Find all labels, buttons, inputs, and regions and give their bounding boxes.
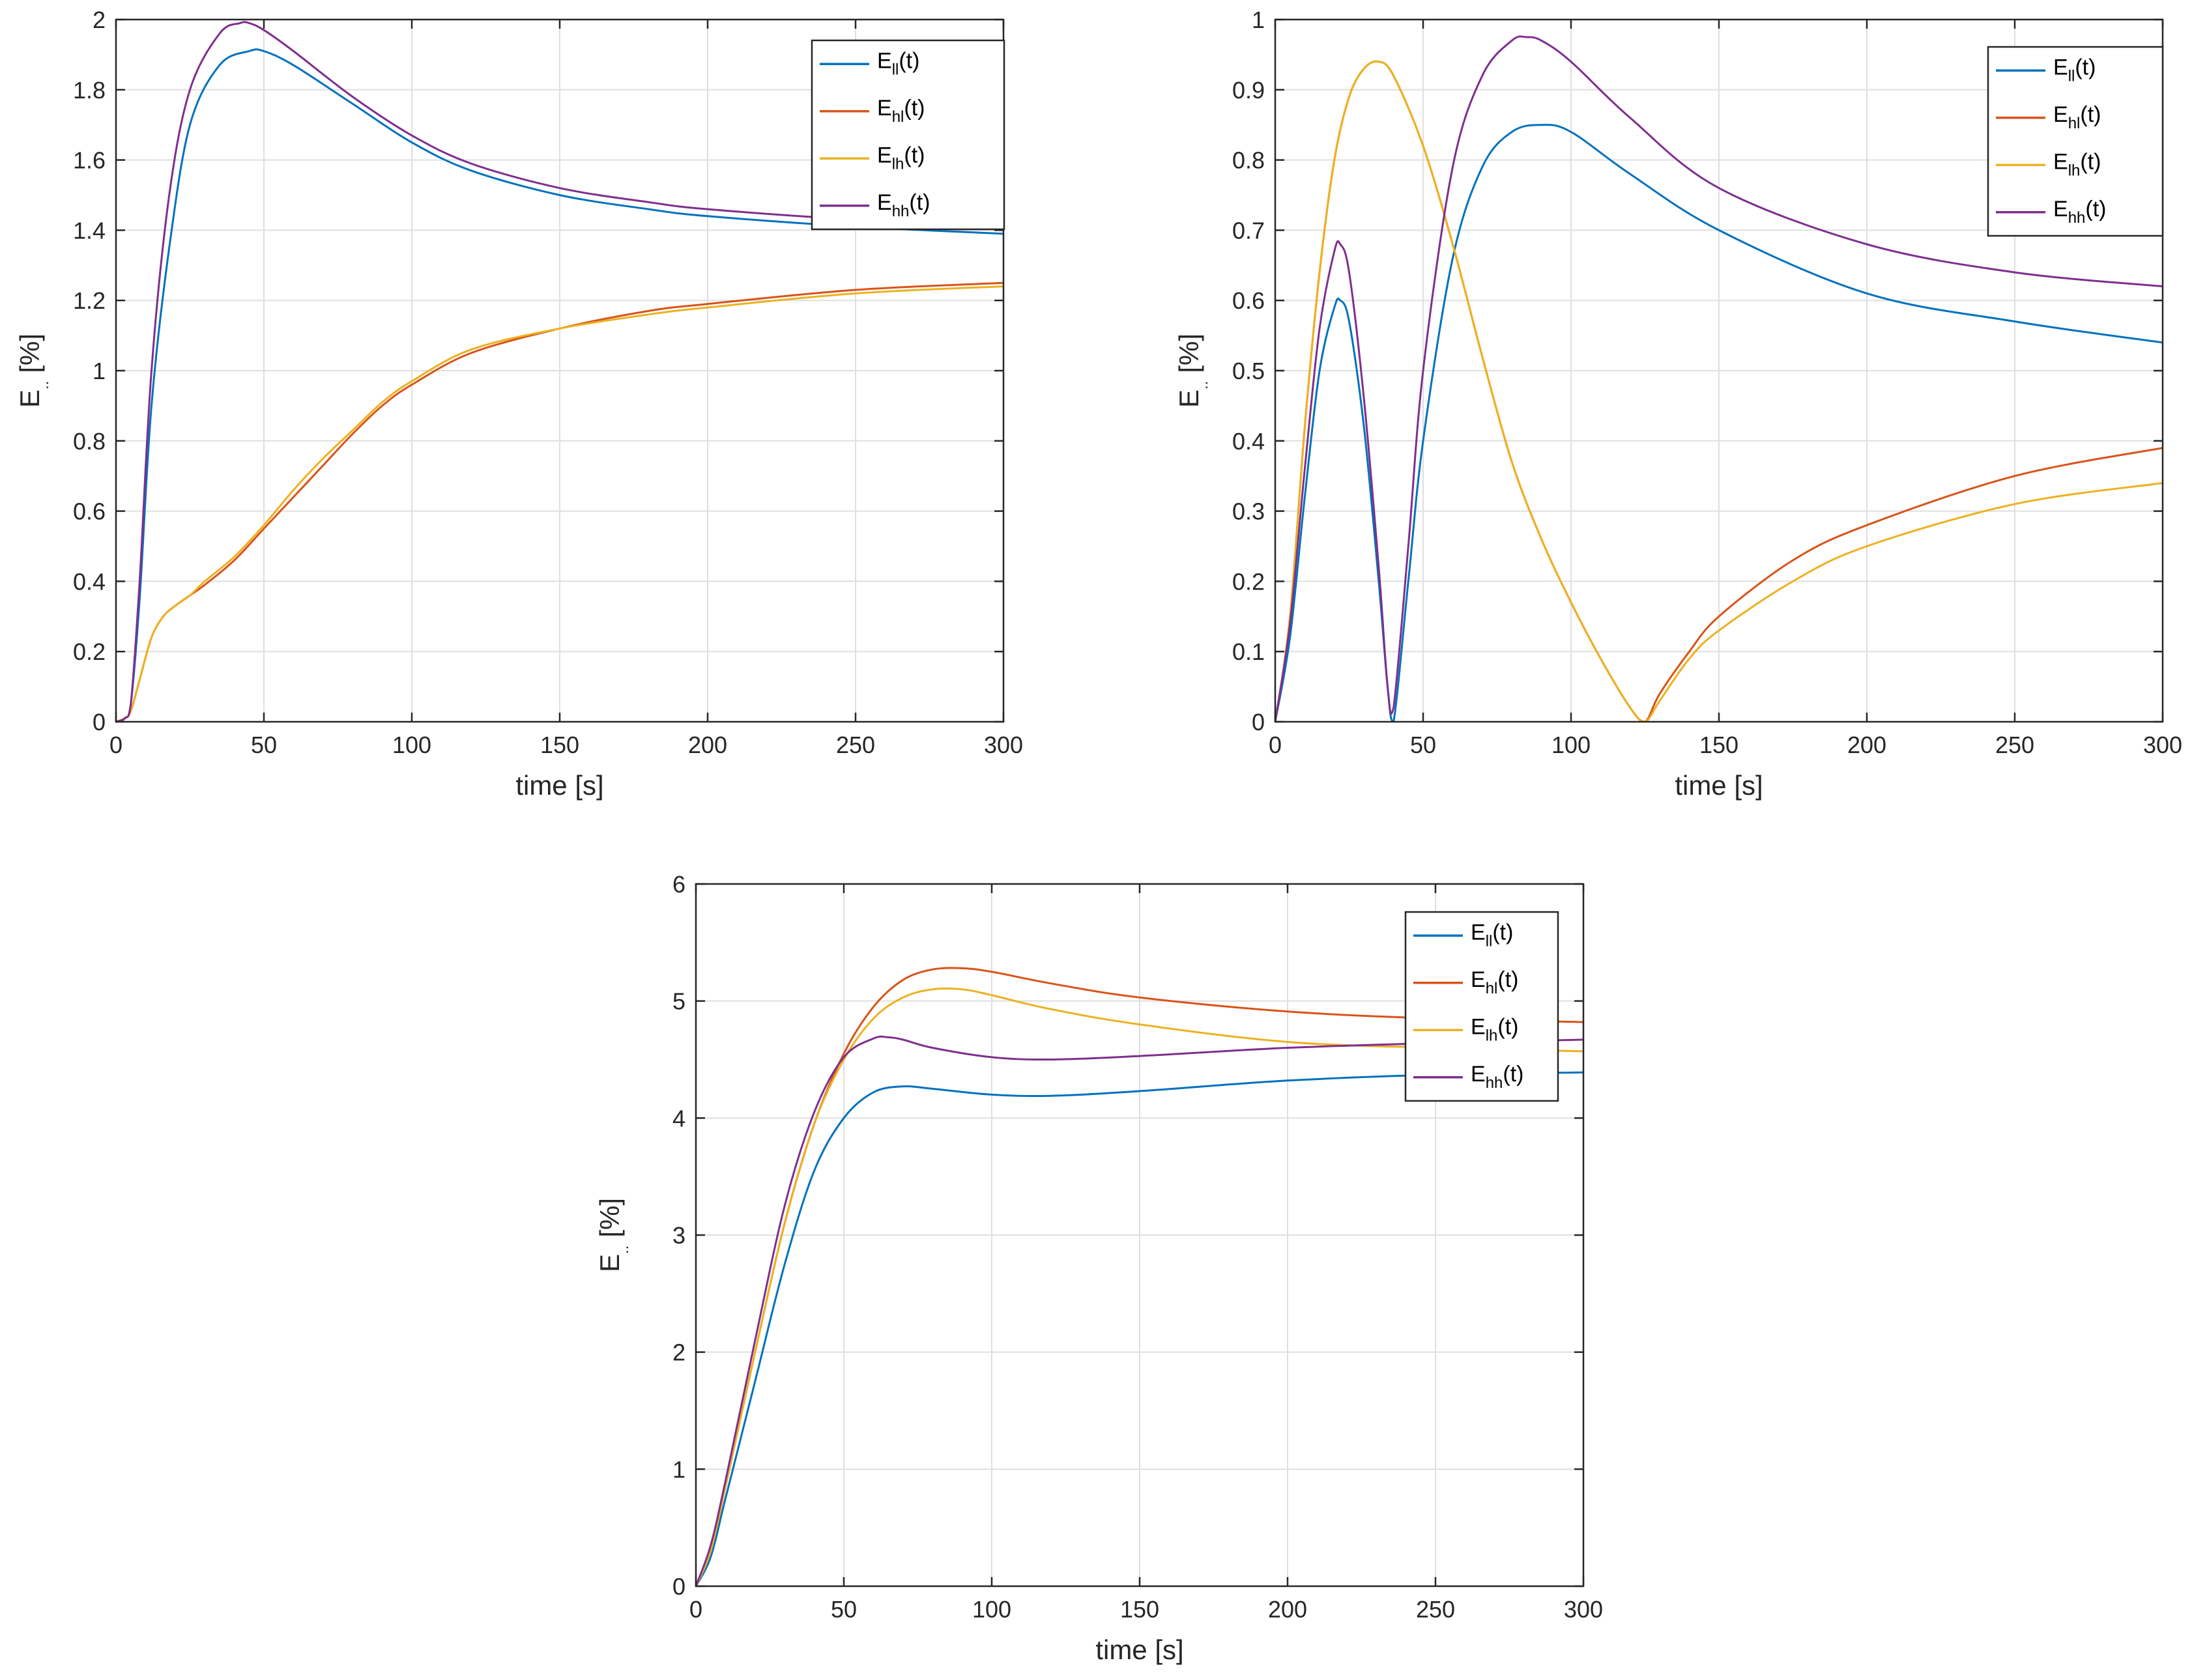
x-axis-label: time [s] [1675, 770, 1763, 801]
y-tick-label: 4 [672, 1105, 685, 1132]
y-tick-label: 2 [672, 1339, 685, 1366]
y-axis-label: E.. [%] [594, 1198, 632, 1272]
legend-entry-ll: Ell(t) [877, 48, 919, 78]
y-tick-label: 1 [1252, 7, 1265, 33]
x-tick-label: 250 [836, 732, 875, 758]
x-tick-label: 50 [1410, 732, 1436, 758]
legend-entry-ll: Ell(t) [1471, 920, 1513, 950]
x-tick-label: 150 [540, 732, 579, 758]
legend-box [1987, 46, 2164, 237]
y-tick-label: 0 [1252, 709, 1265, 735]
x-tick-label: 0 [109, 732, 123, 758]
x-tick-label: 0 [689, 1596, 702, 1623]
x-tick-label: 300 [2143, 732, 2182, 758]
series-line-hh [1275, 35, 2163, 722]
y-tick-label: 0.4 [73, 568, 106, 595]
x-tick-label: 200 [1847, 732, 1886, 758]
x-tick-label: 200 [1268, 1596, 1307, 1623]
y-tick-label: 1 [672, 1456, 685, 1483]
y-tick-label: 0.1 [1232, 638, 1265, 665]
x-axis-label: time [s] [515, 770, 603, 801]
y-tick-label: 1.6 [73, 147, 106, 174]
y-tick-label: 1.4 [73, 217, 106, 244]
y-tick-label: 2 [93, 7, 106, 33]
y-axis-label-main: E [1174, 390, 1204, 408]
y-axis-label: E.. [%] [1174, 334, 1211, 408]
series-line-ll [1275, 124, 2163, 722]
y-tick-label: 1.2 [73, 287, 106, 314]
series-line-hh [696, 1035, 1583, 1586]
y-axis-label: E.. [%] [14, 334, 52, 408]
x-tick-label: 50 [831, 1596, 857, 1623]
y-tick-label: 0.8 [73, 428, 106, 455]
x-tick-label: 100 [392, 732, 431, 758]
y-axis-label-sub: .. [614, 1246, 632, 1254]
series-group [116, 21, 1003, 722]
series-line-ll [696, 1071, 1583, 1586]
y-tick-label: 0.7 [1232, 217, 1265, 244]
y-tick-label: 0.5 [1232, 358, 1265, 384]
series-line-lh [116, 285, 1003, 722]
y-tick-label: 0.6 [1232, 287, 1265, 314]
y-tick-label: 5 [672, 988, 685, 1015]
x-tick-label: 300 [1564, 1596, 1603, 1623]
legend-entry-ll: Ell(t) [2053, 55, 2096, 85]
y-axis-label-main: E [594, 1254, 625, 1272]
chart-top-right: 0 50 100 150 200 250 300 0 0.1 0.2 0.3 0.4 0.5 0.6 0.7… [1174, 7, 2182, 801]
legend: Ell(t) Ehl(t) Elh(t) Ehh(t) [811, 39, 1005, 231]
series-line-lh [696, 987, 1583, 1586]
y-axis-label-unit: [%] [594, 1198, 625, 1238]
y-axis-label-main: E [14, 390, 45, 408]
legend-entry-hl: Ehl(t) [1471, 967, 1518, 997]
y-tick-label: 0.2 [1232, 568, 1265, 595]
y-tick-label: 0.6 [73, 498, 106, 525]
legend-entry-hl: Ehl(t) [2053, 102, 2101, 132]
y-axis-label-unit: [%] [1174, 334, 1204, 373]
x-tick-label: 150 [1120, 1596, 1159, 1623]
series-group [1275, 35, 2163, 722]
x-tick-label: 200 [688, 732, 727, 758]
x-tick-label: 250 [1416, 1596, 1455, 1623]
legend-entry-hh: Ehh(t) [877, 190, 930, 220]
x-tick-label: 100 [1551, 732, 1591, 758]
legend-box [811, 39, 1005, 231]
legend-entry-hl: Ehl(t) [877, 96, 925, 126]
y-tick-label: 1.8 [73, 77, 106, 104]
legend-box [1404, 911, 1559, 1102]
x-tick-label: 0 [1269, 732, 1282, 758]
series-group [696, 967, 1583, 1586]
y-tick-label: 0.4 [1232, 428, 1265, 455]
x-tick-label: 50 [251, 732, 277, 758]
y-tick-label: 0.9 [1232, 77, 1265, 104]
series-line-hh [116, 21, 1003, 722]
chart-top-left: 0 50 100 150 200 250 300 0 0.2 0.4 0.6 0.8 1 1.2 1.4 1.… [14, 7, 1023, 801]
x-tick-label: 250 [1995, 732, 2034, 758]
y-tick-label: 0 [672, 1573, 685, 1600]
legend-entry-hh: Ehh(t) [1471, 1062, 1523, 1092]
legend-entry-hh: Ehh(t) [2053, 197, 2106, 227]
y-axis-label-sub: .. [35, 381, 52, 390]
y-tick-label: 0.8 [1232, 147, 1265, 174]
y-tick-label: 0 [93, 709, 106, 735]
y-axis-label-unit: [%] [14, 334, 45, 373]
legend-entry-lh: Elh(t) [877, 143, 925, 173]
x-tick-label: 100 [972, 1596, 1011, 1623]
legend: Ell(t) Ehl(t) Elh(t) Ehh(t) [1404, 911, 1559, 1102]
x-tick-label: 150 [1699, 732, 1738, 758]
series-line-lh [1275, 60, 2163, 722]
legend-entry-lh: Elh(t) [2053, 149, 2101, 179]
y-tick-label: 6 [672, 871, 685, 898]
series-line-ll [116, 48, 1003, 722]
y-tick-label: 3 [672, 1222, 685, 1249]
y-tick-label: 0.2 [73, 638, 106, 665]
y-axis-label-sub: .. [1194, 381, 1211, 390]
y-tick-label: 1 [93, 358, 106, 384]
x-axis-label: time [s] [1095, 1634, 1183, 1665]
x-tick-label: 300 [984, 732, 1023, 758]
legend: Ell(t) Ehl(t) Elh(t) Ehh(t) [1987, 46, 2164, 237]
y-tick-label: 0.3 [1232, 498, 1265, 525]
legend-entry-lh: Elh(t) [1471, 1014, 1518, 1044]
